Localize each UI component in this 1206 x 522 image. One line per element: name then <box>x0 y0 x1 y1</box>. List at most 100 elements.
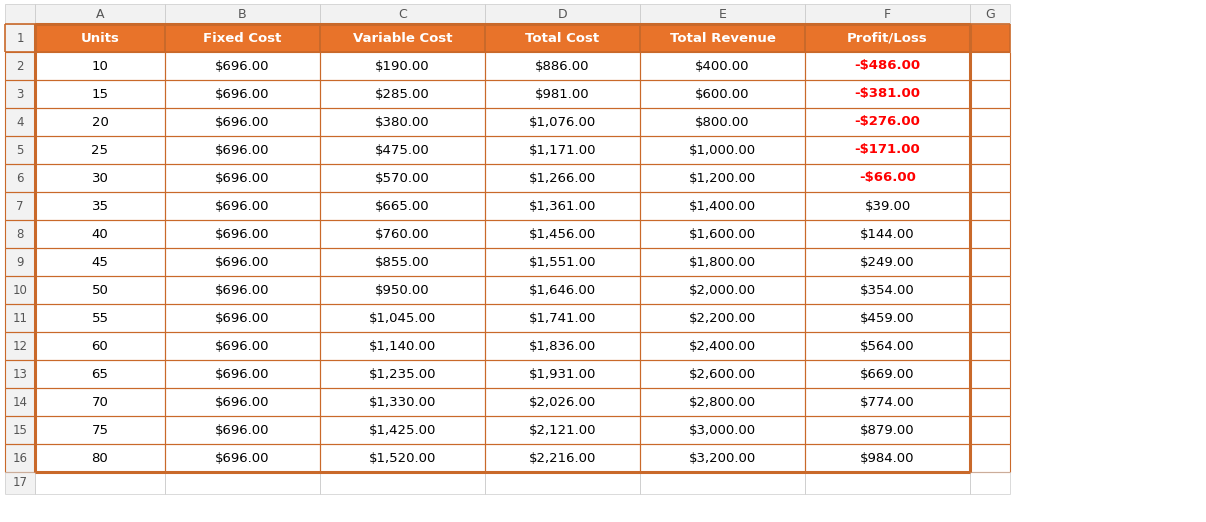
Bar <box>35 276 165 304</box>
Text: -$66.00: -$66.00 <box>859 172 915 184</box>
Text: Variable Cost: Variable Cost <box>352 31 452 44</box>
Text: $459.00: $459.00 <box>860 312 915 325</box>
Bar <box>5 444 35 472</box>
Bar <box>640 416 804 444</box>
Bar <box>485 80 640 108</box>
Text: $1,361.00: $1,361.00 <box>528 199 596 212</box>
Bar <box>320 276 485 304</box>
Bar <box>485 52 640 80</box>
Bar <box>485 276 640 304</box>
Text: $1,520.00: $1,520.00 <box>369 452 437 465</box>
Text: $696.00: $696.00 <box>215 452 270 465</box>
Bar <box>485 24 640 52</box>
Text: $2,000.00: $2,000.00 <box>689 283 756 296</box>
Text: C: C <box>398 7 406 20</box>
Text: $1,140.00: $1,140.00 <box>369 339 437 352</box>
Bar <box>5 164 35 192</box>
Text: $855.00: $855.00 <box>375 255 429 268</box>
Bar <box>640 136 804 164</box>
Bar <box>165 108 320 136</box>
Bar <box>35 80 165 108</box>
Text: $1,600.00: $1,600.00 <box>689 228 756 241</box>
Bar <box>640 472 804 494</box>
Text: Fixed Cost: Fixed Cost <box>204 31 282 44</box>
Bar <box>165 4 320 24</box>
Bar <box>5 108 35 136</box>
Bar <box>804 24 970 52</box>
Text: $696.00: $696.00 <box>215 367 270 381</box>
Bar <box>165 276 320 304</box>
Text: $665.00: $665.00 <box>375 199 429 212</box>
Bar <box>970 164 1009 192</box>
Bar <box>485 388 640 416</box>
Bar <box>804 164 970 192</box>
Bar <box>970 304 1009 332</box>
Bar <box>35 444 165 472</box>
Bar <box>485 108 640 136</box>
Bar <box>5 248 35 276</box>
Text: 15: 15 <box>92 88 109 101</box>
Text: 1: 1 <box>16 31 24 44</box>
Text: $696.00: $696.00 <box>215 199 270 212</box>
Bar <box>165 332 320 360</box>
Text: $1,076.00: $1,076.00 <box>529 115 596 128</box>
Text: $3,200.00: $3,200.00 <box>689 452 756 465</box>
Text: $354.00: $354.00 <box>860 283 915 296</box>
Bar <box>35 136 165 164</box>
Text: 10: 10 <box>92 60 109 73</box>
Bar <box>804 108 970 136</box>
Text: $1,425.00: $1,425.00 <box>369 423 437 436</box>
Text: $1,931.00: $1,931.00 <box>528 367 596 381</box>
Text: Total Cost: Total Cost <box>526 31 599 44</box>
Text: $879.00: $879.00 <box>860 423 915 436</box>
Text: $475.00: $475.00 <box>375 144 429 157</box>
Bar <box>804 136 970 164</box>
Text: 75: 75 <box>92 423 109 436</box>
Bar <box>970 4 1009 24</box>
Bar <box>804 388 970 416</box>
Bar <box>640 24 804 52</box>
Bar <box>5 388 35 416</box>
Bar <box>320 164 485 192</box>
Text: $696.00: $696.00 <box>215 228 270 241</box>
Text: $39.00: $39.00 <box>865 199 911 212</box>
Text: -$486.00: -$486.00 <box>854 60 920 73</box>
Bar <box>320 220 485 248</box>
Text: -$381.00: -$381.00 <box>855 88 920 101</box>
Bar <box>35 248 165 276</box>
Text: 2: 2 <box>16 60 24 73</box>
Bar <box>320 4 485 24</box>
Bar <box>320 388 485 416</box>
Text: $380.00: $380.00 <box>375 115 429 128</box>
Bar <box>165 52 320 80</box>
Text: $886.00: $886.00 <box>535 60 590 73</box>
Text: Units: Units <box>81 31 119 44</box>
Bar <box>804 248 970 276</box>
Bar <box>35 304 165 332</box>
Bar <box>640 304 804 332</box>
Text: $1,741.00: $1,741.00 <box>528 312 596 325</box>
Bar <box>970 220 1009 248</box>
Text: 3: 3 <box>17 88 24 101</box>
Text: $1,045.00: $1,045.00 <box>369 312 437 325</box>
Text: E: E <box>719 7 726 20</box>
Bar <box>804 4 970 24</box>
Bar <box>320 360 485 388</box>
Text: 60: 60 <box>92 339 109 352</box>
Bar <box>485 332 640 360</box>
Bar <box>5 24 35 52</box>
Text: $696.00: $696.00 <box>215 396 270 409</box>
Text: F: F <box>884 7 891 20</box>
Bar <box>5 276 35 304</box>
Text: 10: 10 <box>12 283 28 296</box>
Bar <box>970 388 1009 416</box>
Text: 70: 70 <box>92 396 109 409</box>
Text: G: G <box>985 7 995 20</box>
Text: 4: 4 <box>16 115 24 128</box>
Bar <box>35 4 165 24</box>
Text: $1,456.00: $1,456.00 <box>529 228 596 241</box>
Bar <box>640 444 804 472</box>
Bar <box>5 416 35 444</box>
Text: 80: 80 <box>92 452 109 465</box>
Bar <box>640 332 804 360</box>
